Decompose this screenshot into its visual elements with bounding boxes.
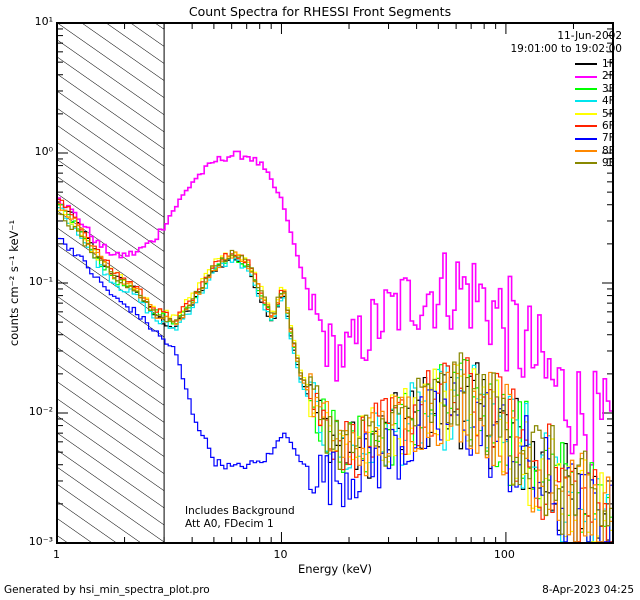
- legend-label-2f: 2F: [602, 70, 615, 83]
- y-axis-label: counts cm⁻² s⁻¹ keV⁻¹: [7, 219, 21, 347]
- y-tick-label: 10⁻¹: [28, 275, 53, 288]
- y-axis-label-wrap: counts cm⁻² s⁻¹ keV⁻¹: [7, 22, 21, 544]
- plot-area: 1 10 100 10⁻³ 10⁻² 10⁻¹ 10⁰ 10¹: [29, 15, 614, 561]
- note-line-2: Att A0, FDecim 1: [185, 518, 274, 530]
- note-line-1: Includes Background: [185, 505, 295, 517]
- y-tick-label: 10¹: [34, 15, 53, 28]
- date-line-2: 19:01:00 to 19:02:00: [510, 43, 622, 55]
- legend-swatch-3f: [575, 87, 597, 90]
- legend-swatch-1f: [575, 63, 597, 66]
- legend-item-6f: 6F: [575, 120, 622, 132]
- y-tick-label: 10⁻²: [28, 405, 53, 418]
- legend-label-3f: 3F: [602, 82, 615, 95]
- page-title: Count Spectra for RHESSI Front Segments: [188, 4, 452, 19]
- x-tick-label: 100: [493, 548, 515, 561]
- y-tick-label: 10⁻³: [28, 535, 53, 548]
- legend-swatch-6f: [575, 125, 597, 128]
- legend-label-1f: 1F: [602, 58, 615, 70]
- legend-label-5f: 5F: [602, 107, 615, 120]
- date-line-1: 11-Jun-2002: [557, 30, 622, 42]
- legend: 1F 2F 3F 4F 5F 6F 7F 8F 9F: [575, 58, 622, 170]
- x-tick-label: 1: [53, 548, 60, 561]
- series-2f: [57, 150, 613, 474]
- legend-label-8f: 8F: [602, 144, 615, 157]
- footer-timestamp: 8-Apr-2023 04:25: [542, 584, 634, 596]
- legend-label-6f: 6F: [602, 119, 615, 132]
- legend-swatch-8f: [575, 149, 597, 152]
- legend-item-8f: 8F: [575, 145, 622, 157]
- legend-item-1f: 1F: [575, 58, 622, 70]
- y-tick-label: 10⁰: [34, 145, 53, 158]
- x-tick-label: 10: [273, 548, 288, 561]
- series-9f: [57, 213, 613, 542]
- legend-swatch-2f: [575, 75, 597, 78]
- chart-svg: [57, 23, 613, 543]
- legend-item-9f: 9F: [575, 157, 622, 169]
- legend-swatch-9f: [575, 162, 597, 165]
- legend-swatch-7f: [575, 137, 597, 140]
- footer-generator: Generated by hsi_min_spectra_plot.pro: [4, 584, 210, 596]
- legend-item-7f: 7F: [575, 132, 622, 144]
- observation-datetime: 11-Jun-2002 19:01:00 to 19:02:00: [510, 30, 622, 56]
- legend-label-9f: 9F: [602, 157, 615, 170]
- legend-swatch-4f: [575, 100, 597, 103]
- legend-item-2f: 2F: [575, 70, 622, 82]
- legend-label-4f: 4F: [602, 95, 615, 108]
- x-axis-label: Energy (keV): [297, 562, 373, 576]
- legend-swatch-5f: [575, 112, 597, 115]
- plot-note: Includes Background Att A0, FDecim 1: [185, 505, 295, 531]
- legend-item-3f: 3F: [575, 83, 622, 95]
- legend-label-7f: 7F: [602, 132, 615, 145]
- legend-item-4f: 4F: [575, 95, 622, 107]
- legend-item-5f: 5F: [575, 108, 622, 120]
